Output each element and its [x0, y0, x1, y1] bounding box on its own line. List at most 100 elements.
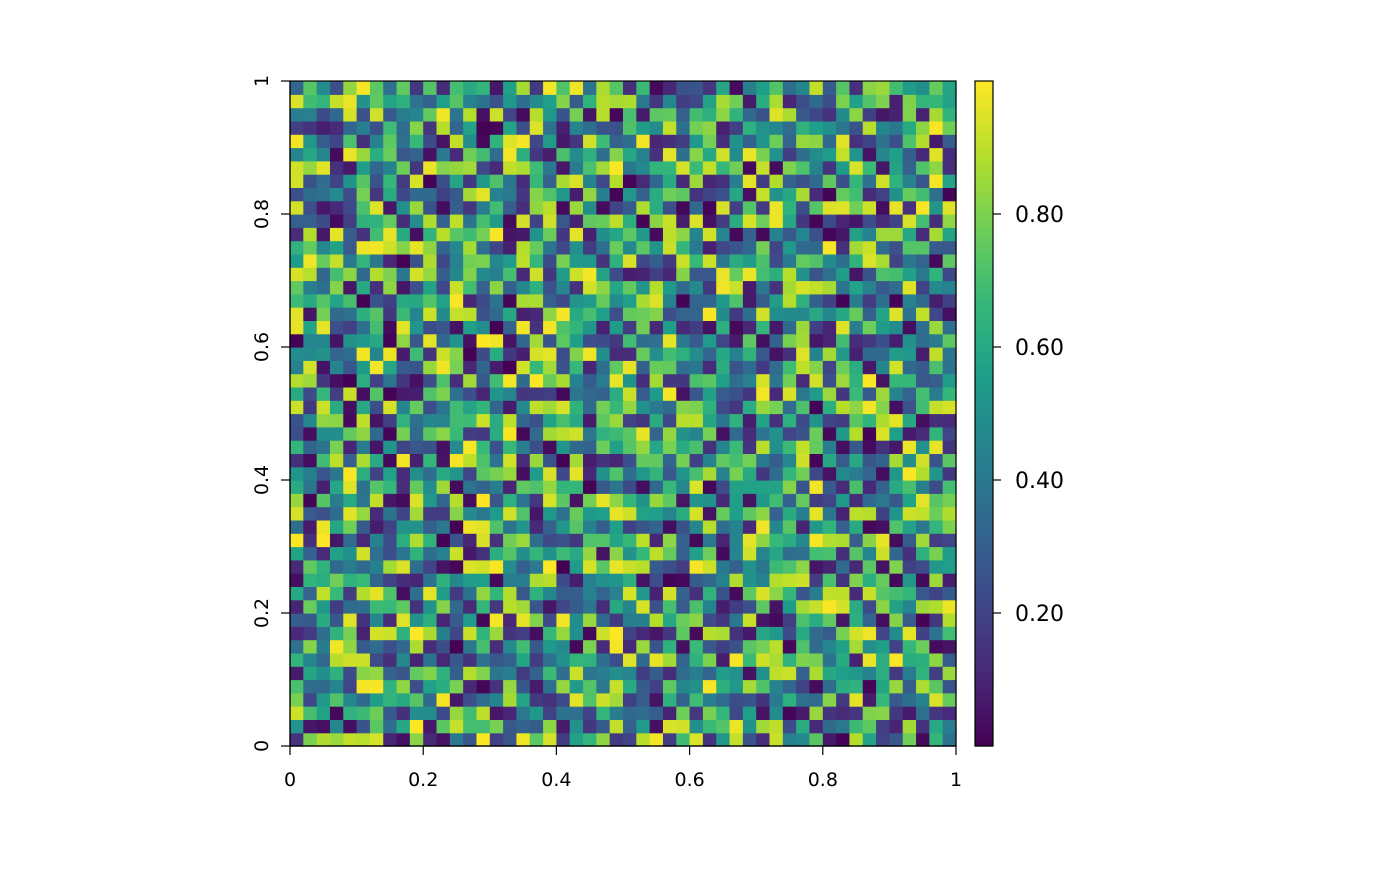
- heatmap-cell: [796, 120, 811, 135]
- heatmap-cell: [916, 586, 930, 601]
- heatmap-cell: [489, 293, 504, 308]
- colorbar-segment: [975, 568, 993, 575]
- heatmap-cell: [623, 120, 637, 135]
- heatmap-cell: [849, 559, 864, 574]
- heatmap-cell: [463, 706, 478, 720]
- heatmap-cell: [476, 732, 491, 747]
- heatmap-cell: [796, 187, 811, 202]
- colorbar-segment: [975, 424, 993, 431]
- heatmap-cell: [862, 453, 877, 468]
- heatmap-cell: [383, 147, 398, 162]
- heatmap-cell: [836, 586, 851, 601]
- heatmap-cell: [836, 732, 851, 747]
- heatmap-cell: [702, 586, 717, 601]
- heatmap-cell: [769, 280, 784, 295]
- heatmap-cell: [742, 227, 757, 242]
- heatmap-cell: [569, 453, 584, 468]
- heatmap-cell: [516, 360, 531, 375]
- heatmap-cell: [556, 413, 571, 428]
- heatmap-cell: [729, 174, 744, 188]
- heatmap-cell: [449, 679, 464, 694]
- heatmap-cell: [396, 639, 411, 654]
- heatmap-cell: [662, 480, 677, 494]
- heatmap-cell: [489, 120, 504, 135]
- heatmap-cell: [742, 107, 757, 122]
- heatmap-cell: [343, 81, 358, 95]
- colorbar-segment: [975, 574, 993, 581]
- heatmap-cell: [596, 586, 611, 601]
- heatmap-cell: [423, 626, 438, 641]
- heatmap-cell: [636, 293, 651, 308]
- heatmap-cell: [303, 214, 318, 228]
- heatmap-cell: [343, 639, 358, 654]
- heatmap-cell: [889, 293, 904, 308]
- heatmap-cell: [316, 160, 331, 175]
- heatmap-cell: [423, 639, 438, 654]
- heatmap-cell: [343, 240, 358, 255]
- heatmap-cell: [916, 400, 930, 415]
- heatmap-cell: [769, 706, 784, 720]
- heatmap-cell: [876, 453, 890, 468]
- heatmap-cell: [516, 666, 531, 681]
- heatmap-cell: [476, 94, 491, 109]
- heatmap-cell: [742, 147, 757, 162]
- heatmap-cell: [836, 160, 851, 175]
- heatmap-cell: [423, 426, 438, 441]
- heatmap-cell: [436, 666, 451, 681]
- heatmap-cell: [449, 267, 464, 282]
- heatmap-cell: [822, 160, 837, 175]
- heatmap-cell: [396, 666, 411, 681]
- colorbar-segment: [975, 419, 993, 426]
- heatmap-cell: [729, 214, 744, 228]
- heatmap-cell: [489, 174, 504, 188]
- heatmap-cell: [889, 227, 904, 242]
- heatmap-cell: [303, 732, 318, 747]
- heatmap-cell: [556, 333, 571, 348]
- heatmap-cell: [782, 280, 797, 295]
- heatmap-cell: [729, 347, 744, 361]
- heatmap-cell: [516, 134, 531, 149]
- heatmap-cell: [369, 320, 384, 335]
- heatmap-cell: [423, 320, 438, 335]
- heatmap-cell: [556, 573, 571, 587]
- heatmap-cell: [676, 466, 691, 481]
- heatmap-cell: [423, 200, 438, 215]
- heatmap-cell: [303, 293, 318, 308]
- heatmap-cell: [303, 546, 318, 561]
- heatmap-cell: [290, 240, 304, 255]
- heatmap-cell: [569, 400, 584, 415]
- heatmap-cell: [849, 160, 864, 175]
- heatmap-cell: [543, 347, 557, 361]
- heatmap-cell: [303, 466, 318, 481]
- heatmap-cell: [676, 174, 691, 188]
- heatmap-cell: [702, 347, 717, 361]
- heatmap-cell: [702, 453, 717, 468]
- heatmap-cell: [862, 200, 877, 215]
- heatmap-cell: [782, 267, 797, 282]
- heatmap-cell: [716, 519, 731, 534]
- heatmap-cell: [383, 559, 398, 574]
- heatmap-cell: [942, 307, 957, 321]
- heatmap-cell: [742, 692, 757, 707]
- heatmap-cell: [316, 280, 331, 295]
- heatmap-cell: [569, 147, 584, 162]
- heatmap-cell: [716, 639, 731, 654]
- heatmap-cell: [822, 413, 837, 428]
- heatmap-cell: [849, 440, 864, 454]
- heatmap-cell: [556, 480, 571, 494]
- heatmap-cell: [623, 147, 637, 162]
- heatmap-cell: [782, 400, 797, 415]
- heatmap-cell: [596, 732, 611, 747]
- heatmap-cell: [516, 639, 531, 654]
- heatmap-cell: [942, 639, 957, 654]
- heatmap-cell: [809, 333, 824, 348]
- colorbar-segment: [975, 468, 993, 476]
- heatmap-cell: [689, 626, 704, 641]
- heatmap-cell: [729, 453, 744, 468]
- heatmap-cell: [636, 360, 651, 375]
- heatmap-cell: [689, 413, 704, 428]
- heatmap-cell: [889, 107, 904, 122]
- heatmap-cell: [782, 293, 797, 308]
- heatmap-cell: [596, 240, 611, 255]
